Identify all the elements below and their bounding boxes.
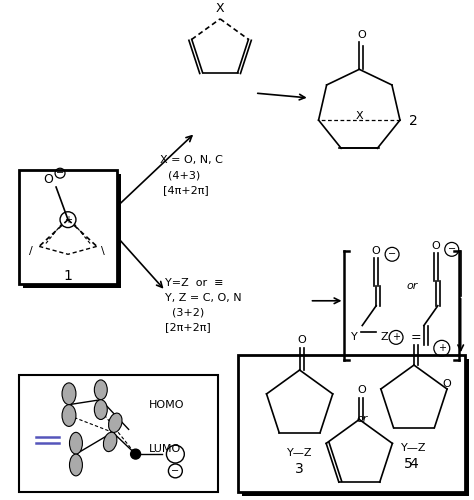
Text: X: X: [356, 111, 363, 121]
Text: −: −: [171, 466, 180, 476]
Text: Y—Z: Y—Z: [287, 448, 312, 458]
Ellipse shape: [94, 380, 107, 400]
Text: O: O: [372, 246, 381, 256]
Text: +: +: [438, 344, 446, 353]
Text: HOMO: HOMO: [148, 400, 184, 409]
Text: 2: 2: [409, 114, 418, 128]
Bar: [238, 355, 465, 492]
Text: −: −: [388, 250, 396, 260]
Bar: [19, 375, 218, 492]
Text: O: O: [431, 242, 440, 252]
Text: 5: 5: [404, 457, 413, 471]
Text: [2π+2π]: [2π+2π]: [165, 322, 211, 332]
Bar: [23, 174, 121, 288]
Text: +: +: [64, 214, 72, 224]
Text: or: or: [406, 281, 418, 291]
Ellipse shape: [70, 432, 82, 454]
Ellipse shape: [62, 383, 76, 404]
Ellipse shape: [62, 404, 76, 426]
Text: O: O: [357, 385, 365, 395]
Text: −: −: [56, 168, 64, 178]
Text: +: +: [392, 332, 400, 342]
Text: Z: Z: [380, 332, 388, 342]
Text: Y, Z = C, O, N: Y, Z = C, O, N: [165, 293, 242, 303]
Circle shape: [131, 449, 141, 459]
Bar: [242, 359, 469, 496]
Text: (4+3): (4+3): [168, 170, 201, 180]
Text: X = O, N, C: X = O, N, C: [161, 156, 223, 166]
Ellipse shape: [103, 432, 117, 452]
Text: 3: 3: [295, 462, 304, 476]
Text: O: O: [443, 379, 451, 389]
Bar: [19, 170, 117, 284]
Text: or: or: [356, 414, 368, 424]
Text: Y=Z  or  ≡: Y=Z or ≡: [165, 278, 224, 288]
Ellipse shape: [70, 454, 82, 476]
Text: LUMO: LUMO: [148, 444, 181, 454]
Text: [4π+2π]: [4π+2π]: [164, 185, 209, 195]
Text: O: O: [357, 30, 365, 40]
Text: 1: 1: [64, 269, 73, 283]
Text: O: O: [43, 172, 53, 186]
Text: Y—Z: Y—Z: [401, 443, 427, 453]
Ellipse shape: [109, 413, 122, 432]
Text: =: =: [410, 331, 421, 344]
Text: /: /: [29, 246, 33, 256]
Text: O: O: [297, 336, 306, 345]
Ellipse shape: [94, 400, 107, 419]
Text: Y: Y: [351, 332, 358, 342]
Text: \: \: [101, 246, 105, 256]
Text: X: X: [216, 2, 224, 16]
Text: 4: 4: [410, 457, 419, 471]
Text: −: −: [447, 244, 456, 254]
Text: (3+2): (3+2): [173, 308, 205, 318]
